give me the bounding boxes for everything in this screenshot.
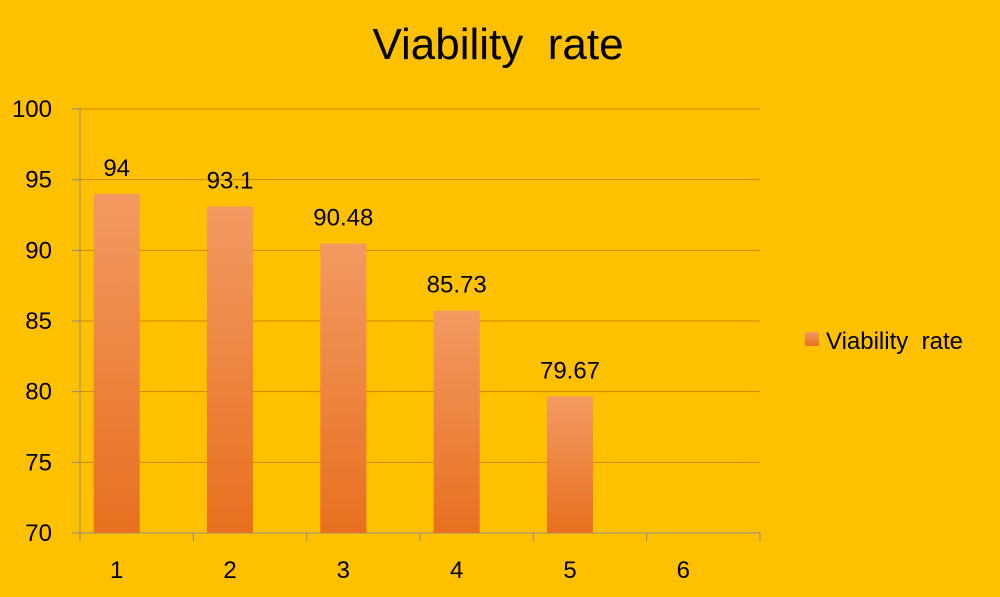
bar-series (93, 193, 593, 534)
x-axis-ticks: 1 2 3 4 5 6 (110, 557, 690, 584)
data-label: 94 (103, 155, 130, 182)
chart-title: Viability rate (372, 20, 623, 69)
x-tick-label: 2 (223, 557, 236, 584)
legend: Viability rate (805, 328, 963, 355)
data-label: 90.48 (313, 205, 373, 232)
data-label: 79.67 (540, 357, 600, 384)
y-axis-ticks: 70 75 80 85 90 95 100 (12, 96, 52, 547)
y-tick-label: 85 (25, 308, 52, 335)
data-label: 85.73 (427, 272, 487, 299)
bar (433, 310, 480, 533)
bar (93, 193, 140, 534)
x-tick-label: 5 (563, 557, 576, 584)
x-tick-label: 6 (677, 557, 690, 584)
x-tick-label: 1 (110, 557, 123, 584)
bar (547, 396, 593, 533)
x-tick-label: 3 (337, 557, 350, 584)
y-tick-label: 70 (25, 520, 52, 547)
axes (72, 108, 761, 541)
x-tick-label: 4 (450, 557, 463, 584)
y-tick-label: 100 (12, 96, 52, 123)
bar (207, 206, 253, 533)
y-tick-label: 80 (25, 379, 52, 406)
data-labels: 94 93.1 90.48 85.73 79.67 (103, 155, 600, 385)
gridlines (80, 108, 760, 463)
y-tick-label: 75 (25, 449, 52, 476)
legend-swatch (805, 332, 819, 346)
data-label: 93.1 (207, 168, 254, 195)
legend-label: Viability rate (826, 328, 963, 355)
y-tick-label: 95 (25, 167, 52, 194)
bar (320, 243, 367, 534)
y-tick-label: 90 (25, 237, 52, 264)
